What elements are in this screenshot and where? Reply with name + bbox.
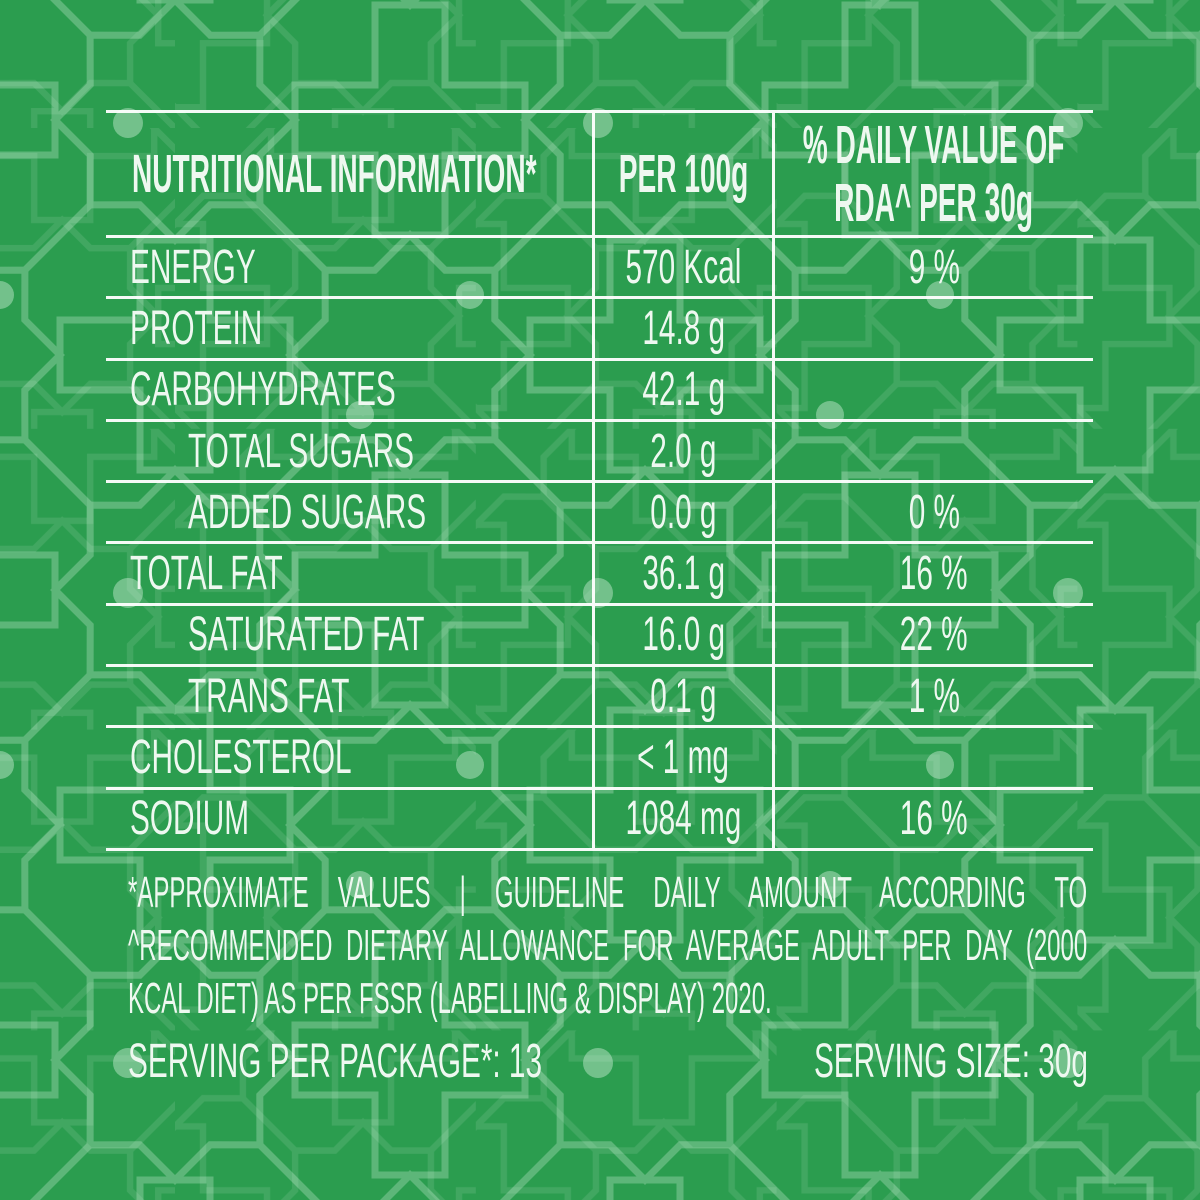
- nutrition-table: NUTRITIONAL INFORMATION* PER 100g % DAIL…: [106, 110, 1093, 851]
- row-dailyvalue-text: 0 %: [908, 485, 960, 539]
- table-row-dailyvalue: 1 %: [775, 667, 1093, 729]
- row-label-text: SODIUM: [130, 792, 250, 846]
- row-per100g-text: 16.0 g: [642, 608, 725, 662]
- table-row-per100g: 1084 mg: [592, 789, 775, 851]
- table-row-label: TOTAL FAT: [106, 544, 592, 606]
- table-row-label: ADDED SUGARS: [106, 483, 592, 545]
- table-row-per100g: 2.0 g: [592, 421, 775, 484]
- footnote: *APPROXIMATE VALUES | GUIDELINE DAILY AM…: [128, 866, 1088, 1041]
- table-row-per100g: < 1 mg: [592, 728, 775, 790]
- table-row-dailyvalue: [775, 422, 1093, 484]
- row-per100g-text: 0.1 g: [650, 669, 717, 723]
- table-row-dailyvalue: 9 %: [775, 238, 1093, 300]
- row-label-text: SATURATED FAT: [188, 608, 425, 662]
- row-per100g-text: 42.1 g: [642, 363, 725, 417]
- header-daily-value: % DAILY VALUE OF RDA^ PER 30g: [775, 113, 1093, 238]
- header-col3-line1: % DAILY VALUE OF: [803, 115, 1065, 175]
- header-col1-text: NUTRITIONAL INFORMATION*: [132, 144, 537, 204]
- footnote-line3: KCAL DIET) AS PER FSSR (LABELLING & DISP…: [128, 974, 772, 1023]
- serving-per-package: SERVING PER PACKAGE*: 13: [128, 1036, 796, 1099]
- row-label-text: PROTEIN: [130, 301, 263, 355]
- header-col2-text: PER 100g: [618, 144, 749, 204]
- header-col3-line2: RDA^ PER 30g: [834, 173, 1034, 233]
- row-dailyvalue-text: 9 %: [908, 240, 960, 294]
- row-per100g-text: 36.1 g: [642, 547, 725, 601]
- row-label-text: CARBOHYDRATES: [130, 363, 396, 417]
- row-per100g-text: 570 Kcal: [625, 240, 742, 294]
- row-per100g-text: 2.0 g: [650, 424, 717, 478]
- header-per-100g: PER 100g: [592, 113, 775, 238]
- table-row-per100g: 570 Kcal: [592, 238, 775, 300]
- table-row-per100g: 42.1 g: [592, 360, 775, 422]
- row-label-text: TRANS FAT: [188, 669, 350, 723]
- table-row-dailyvalue: 16 %: [775, 790, 1093, 851]
- row-per100g-text: 14.8 g: [642, 301, 725, 355]
- row-per100g-text: 1084 mg: [625, 792, 742, 846]
- table-row-dailyvalue: [775, 361, 1093, 422]
- serving-size-text: SERVING SIZE: 30g: [813, 1035, 1088, 1088]
- table-row-label: SODIUM: [106, 790, 592, 851]
- row-per100g-text: < 1 mg: [637, 731, 730, 785]
- table-row-label: PROTEIN: [106, 299, 592, 361]
- serving-size: SERVING SIZE: 30g: [646, 1036, 1088, 1099]
- table-row-dailyvalue: [775, 299, 1093, 361]
- table-row-per100g: 14.8 g: [592, 299, 775, 361]
- table-row-per100g: 0.1 g: [592, 667, 775, 729]
- table-row-label: TRANS FAT: [106, 667, 592, 729]
- footnote-line1: *APPROXIMATE VALUES | GUIDELINE DAILY AM…: [128, 868, 1088, 917]
- table-row-label: CHOLESTEROL: [106, 728, 592, 790]
- table-row-per100g: 0.0 g: [592, 483, 775, 545]
- table-row-dailyvalue: [775, 728, 1093, 790]
- row-dailyvalue-text: 1 %: [908, 669, 960, 723]
- row-dailyvalue-text: 22 %: [900, 608, 968, 662]
- row-dailyvalue-text: 16 %: [900, 792, 968, 846]
- table-row-per100g: 16.0 g: [592, 605, 775, 668]
- table-row-label: SATURATED FAT: [106, 606, 592, 668]
- table-row-per100g: 36.1 g: [592, 544, 775, 606]
- table-row-label: ENERGY: [106, 238, 592, 300]
- serving-per-package-text: SERVING PER PACKAGE*: 13: [128, 1035, 543, 1088]
- row-label-text: ENERGY: [130, 240, 256, 294]
- table-row-label: TOTAL SUGARS: [106, 422, 592, 484]
- table-row-dailyvalue: 0 %: [775, 483, 1093, 545]
- table-row-dailyvalue: 16 %: [775, 544, 1093, 606]
- row-per100g-text: 0.0 g: [650, 485, 717, 539]
- table-row-label: CARBOHYDRATES: [106, 361, 592, 422]
- row-label-text: CHOLESTEROL: [130, 731, 352, 785]
- row-label-text: ADDED SUGARS: [188, 485, 427, 539]
- table-row-dailyvalue: 22 %: [775, 606, 1093, 668]
- header-col3-text: % DAILY VALUE OF RDA^ PER 30g: [803, 116, 1065, 232]
- row-dailyvalue-text: 16 %: [900, 547, 968, 601]
- header-nutritional-information: NUTRITIONAL INFORMATION*: [106, 113, 592, 238]
- row-label-text: TOTAL FAT: [130, 547, 283, 601]
- row-label-text: TOTAL SUGARS: [188, 424, 415, 478]
- footnote-line2: ^RECOMMENDED DIETARY ALLOWANCE FOR AVERA…: [128, 921, 1088, 970]
